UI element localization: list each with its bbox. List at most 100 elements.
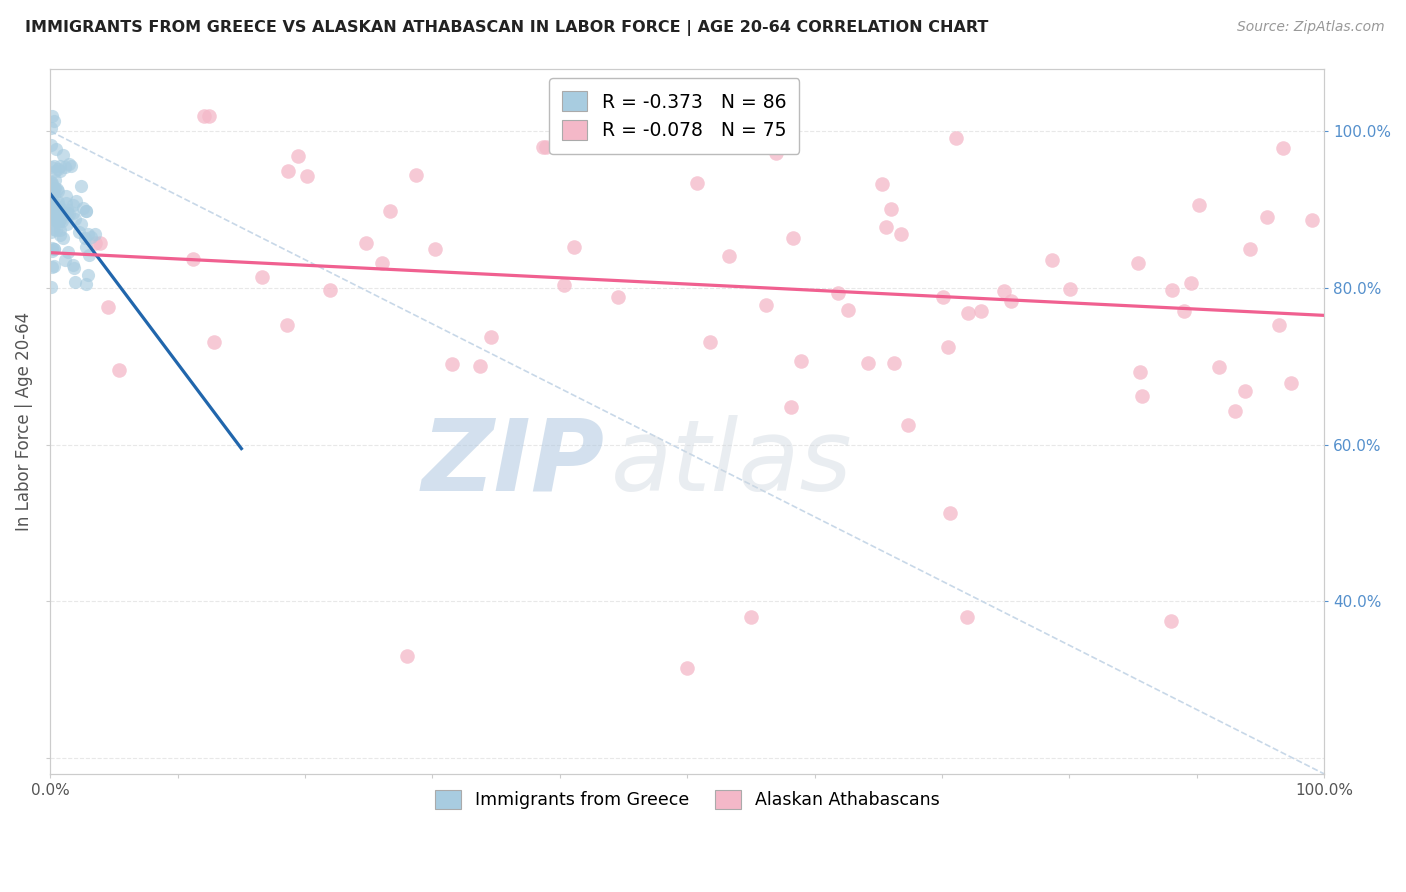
Point xyxy=(468,359,491,373)
Point xyxy=(41,194,63,209)
Point xyxy=(56,217,79,231)
Point xyxy=(686,177,709,191)
Point xyxy=(76,227,98,241)
Point xyxy=(945,130,967,145)
Point xyxy=(56,206,79,220)
Point xyxy=(883,356,905,370)
Point xyxy=(405,168,427,182)
Point xyxy=(63,275,86,289)
Point xyxy=(42,201,65,215)
Point xyxy=(48,159,70,173)
Point xyxy=(1126,256,1149,270)
Point xyxy=(531,140,554,154)
Point xyxy=(1279,376,1302,390)
Point xyxy=(425,242,447,256)
Point xyxy=(46,162,69,177)
Point xyxy=(938,506,960,520)
Point xyxy=(277,163,299,178)
Point xyxy=(562,240,585,254)
Point xyxy=(44,172,66,186)
Point xyxy=(44,164,66,178)
Point xyxy=(39,138,62,153)
Point xyxy=(42,159,65,173)
Point xyxy=(41,244,63,258)
Point xyxy=(479,330,502,344)
Point xyxy=(41,241,63,255)
Point xyxy=(1208,359,1230,374)
Point xyxy=(42,242,65,256)
Point xyxy=(354,235,377,250)
Point xyxy=(49,213,72,227)
Point xyxy=(1132,389,1154,403)
Point xyxy=(51,214,73,228)
Point xyxy=(378,203,401,218)
Point xyxy=(42,210,65,224)
Legend: Immigrants from Greece, Alaskan Athabascans: Immigrants from Greece, Alaskan Athabasc… xyxy=(427,782,946,816)
Point xyxy=(39,226,62,240)
Point xyxy=(938,340,960,354)
Point xyxy=(46,181,69,195)
Point xyxy=(755,298,778,312)
Point xyxy=(77,248,100,262)
Point xyxy=(202,334,225,349)
Point xyxy=(42,199,65,213)
Point xyxy=(52,148,75,162)
Point xyxy=(395,649,418,664)
Point xyxy=(1161,283,1184,297)
Point xyxy=(72,202,94,216)
Point xyxy=(55,189,77,203)
Point xyxy=(193,109,215,123)
Point xyxy=(837,303,859,318)
Point xyxy=(1271,141,1294,155)
Point xyxy=(41,109,63,123)
Point xyxy=(45,213,67,227)
Point xyxy=(67,225,90,239)
Point xyxy=(65,194,87,208)
Point xyxy=(827,286,849,301)
Point xyxy=(49,227,72,242)
Point xyxy=(779,400,801,414)
Point xyxy=(39,175,62,189)
Point xyxy=(993,284,1015,298)
Point xyxy=(782,231,804,245)
Point xyxy=(39,280,62,294)
Point xyxy=(875,219,897,234)
Point xyxy=(553,278,575,293)
Point xyxy=(1040,252,1063,267)
Point xyxy=(39,199,62,213)
Point xyxy=(41,177,63,191)
Point xyxy=(1188,198,1211,212)
Point xyxy=(1160,614,1182,628)
Point xyxy=(740,610,762,624)
Y-axis label: In Labor Force | Age 20-64: In Labor Force | Age 20-64 xyxy=(15,311,32,531)
Point xyxy=(790,354,813,368)
Point xyxy=(45,142,67,156)
Point xyxy=(606,290,628,304)
Point xyxy=(52,207,75,221)
Point xyxy=(370,256,392,270)
Point xyxy=(48,200,70,214)
Text: Source: ZipAtlas.com: Source: ZipAtlas.com xyxy=(1237,20,1385,34)
Point xyxy=(46,197,69,211)
Point xyxy=(73,231,96,245)
Point xyxy=(1173,304,1195,318)
Point xyxy=(297,169,319,183)
Point xyxy=(42,187,65,202)
Point xyxy=(42,182,65,196)
Point xyxy=(55,195,77,210)
Text: ZIP: ZIP xyxy=(422,415,605,512)
Point xyxy=(39,178,62,192)
Point xyxy=(39,160,62,174)
Point xyxy=(107,363,129,377)
Point xyxy=(83,227,105,242)
Point xyxy=(97,300,120,314)
Point xyxy=(48,195,70,210)
Point xyxy=(76,268,98,282)
Point xyxy=(250,270,273,285)
Point xyxy=(48,223,70,237)
Point xyxy=(676,661,699,675)
Point xyxy=(55,161,77,175)
Point xyxy=(1225,403,1247,417)
Point xyxy=(45,223,67,237)
Point xyxy=(46,215,69,229)
